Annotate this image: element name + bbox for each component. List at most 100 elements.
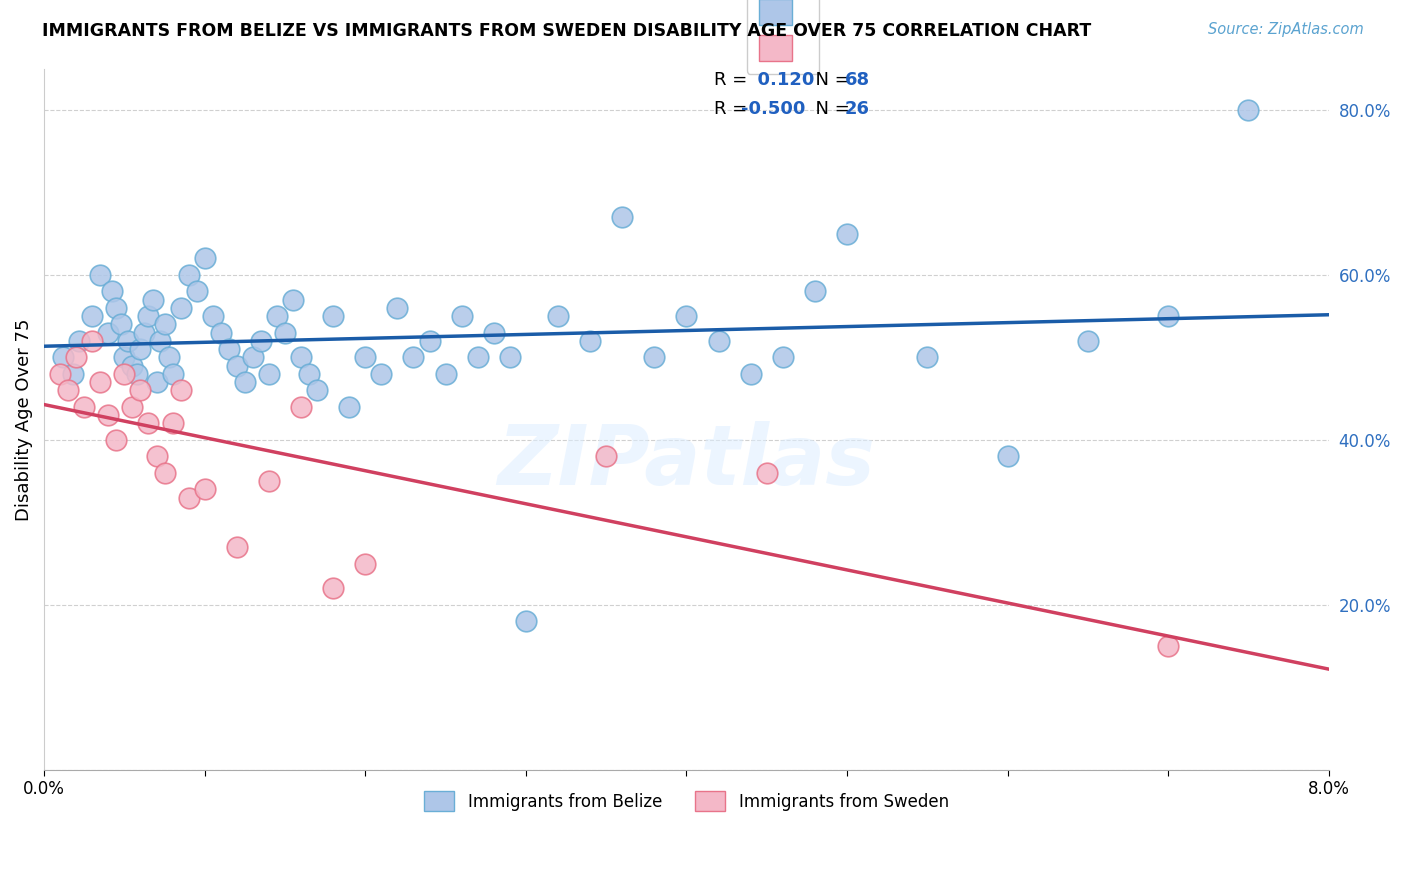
Text: N =: N = [804,71,851,89]
Point [242,351,264,365]
Point [138,309,160,323]
Point [917,351,939,365]
Point [105,433,128,447]
Point [1237,103,1260,117]
Point [218,342,240,356]
Point [112,351,135,365]
Point [209,326,232,340]
Legend: Immigrants from Belize, Immigrants from Sweden: Immigrants from Belize, Immigrants from … [411,778,962,825]
Point [97,326,120,340]
Point [675,309,697,323]
Point [740,367,762,381]
Point [121,359,143,373]
Point [177,491,200,505]
Point [418,334,440,348]
Point [145,375,167,389]
Text: N =: N = [804,100,851,118]
Point [73,400,96,414]
Text: Source: ZipAtlas.com: Source: ZipAtlas.com [1208,22,1364,37]
Point [290,400,312,414]
Point [354,351,377,365]
Point [142,293,165,307]
Point [157,351,180,365]
Point [434,367,457,381]
Point [129,342,152,356]
Point [82,334,104,348]
Point [100,285,122,299]
Point [69,334,91,348]
Point [153,466,176,480]
Point [298,367,321,381]
Point [307,384,329,398]
Point [129,384,152,398]
Text: R =: R = [714,71,748,89]
Point [112,367,135,381]
Point [804,285,827,299]
Point [105,301,128,315]
Point [515,615,537,629]
Y-axis label: Disability Age Over 75: Disability Age Over 75 [15,318,32,521]
Point [579,334,602,348]
Point [162,417,184,431]
Text: ZIPatlas: ZIPatlas [498,421,876,502]
Point [49,367,72,381]
Point [89,375,111,389]
Text: IMMIGRANTS FROM BELIZE VS IMMIGRANTS FROM SWEDEN DISABILITY AGE OVER 75 CORRELAT: IMMIGRANTS FROM BELIZE VS IMMIGRANTS FRO… [42,22,1091,40]
Point [62,367,84,381]
Point [233,375,256,389]
Text: 0.120: 0.120 [745,71,814,89]
Point [225,540,247,554]
Point [595,450,617,464]
Point [499,351,522,365]
Point [450,309,472,323]
Point [290,351,312,365]
Point [643,351,665,365]
Point [177,268,200,282]
Point [132,326,155,340]
Point [89,268,111,282]
Point [58,384,80,398]
Point [402,351,425,365]
Point [65,351,87,365]
Point [1157,639,1180,653]
Point [138,417,160,431]
Point [467,351,489,365]
Point [186,285,208,299]
Point [52,351,75,365]
Text: 26: 26 [845,100,870,118]
Point [354,557,377,571]
Point [169,301,191,315]
Point [482,326,505,340]
Point [194,252,217,266]
Point [82,309,104,323]
Point [274,326,297,340]
Point [257,367,280,381]
Point [612,210,634,224]
Text: 68: 68 [845,71,870,89]
Point [337,400,360,414]
Point [281,293,304,307]
Point [772,351,794,365]
Point [257,474,280,488]
Point [153,318,176,332]
Point [194,483,217,497]
Point [707,334,730,348]
Point [149,334,172,348]
Point [322,309,344,323]
Text: -0.500: -0.500 [741,100,806,118]
Point [162,367,184,381]
Point [121,400,143,414]
Point [1157,309,1180,323]
Point [201,309,224,323]
Point [117,334,139,348]
Point [755,466,778,480]
Point [370,367,392,381]
Point [547,309,569,323]
Point [387,301,409,315]
Point [145,450,167,464]
Point [266,309,288,323]
Point [127,367,149,381]
Point [997,450,1019,464]
Point [110,318,132,332]
Point [169,384,191,398]
